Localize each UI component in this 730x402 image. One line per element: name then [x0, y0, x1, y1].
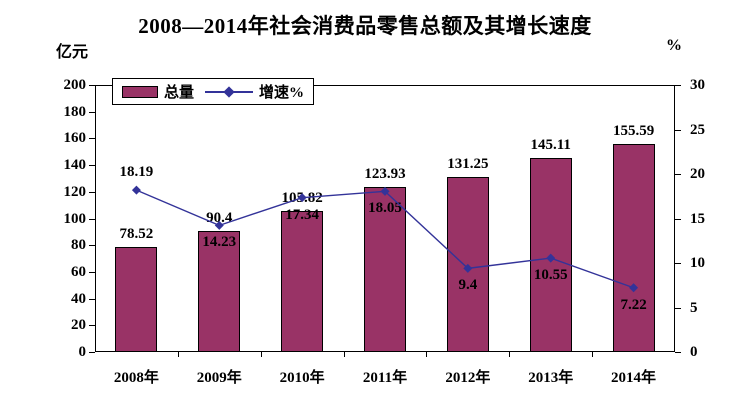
x-axis-tickmark	[426, 352, 428, 357]
bar	[529, 158, 572, 352]
bar-value-label: 78.52	[119, 226, 154, 243]
bar-value-label: 155.59	[612, 123, 655, 140]
legend-label: 总量	[164, 85, 195, 101]
left-axis-tickmark	[89, 138, 95, 140]
legend-bar-swatch	[122, 85, 158, 98]
right-axis-tick-label: 25	[690, 121, 705, 138]
legend-line-swatch	[205, 85, 254, 98]
left-axis-tickmark	[89, 111, 95, 113]
x-axis-tickmark	[260, 352, 262, 357]
x-axis-label: 2011年	[362, 370, 408, 386]
x-axis-tickmark	[509, 352, 511, 357]
bar	[115, 247, 158, 352]
left-axis-tickmark	[89, 85, 95, 86]
left-axis-tickmark	[89, 271, 95, 273]
left-axis-tickmark	[89, 191, 95, 193]
x-axis-label: 2014年	[611, 370, 657, 386]
x-axis-tickmark	[177, 352, 179, 357]
right-axis-tickmark	[675, 307, 681, 309]
x-axis-label: 2010年	[279, 370, 325, 386]
right-axis-tickmark	[675, 85, 681, 86]
left-axis-tick-label: 100	[63, 210, 87, 227]
x-axis-label: 2013年	[528, 370, 574, 386]
right-axis-tickmark	[675, 174, 681, 175]
bar-value-label: 145.11	[530, 137, 571, 154]
bar-value-label: 123.93	[364, 165, 406, 182]
left-axis-tickmark	[89, 325, 95, 327]
bar-value-label: 105.82	[281, 189, 323, 206]
right-axis-tick-label: 15	[690, 210, 705, 227]
legend-label: 增速%	[259, 85, 305, 101]
right-axis-tickmark	[675, 352, 681, 353]
line-point-label: 14.23	[202, 234, 237, 251]
x-axis-label: 2012年	[445, 370, 491, 386]
left-axis-tick-label: 80	[71, 237, 86, 254]
line-point-label: 9.4	[458, 277, 478, 294]
left-axis-tick-label: 200	[63, 77, 87, 93]
right-axis-tick-label: 30	[690, 77, 705, 93]
right-axis-tick-label: 20	[690, 166, 705, 182]
chart-title: 2008—2014年社会消费品零售总额及其增长速度	[138, 14, 592, 38]
line-point-label: 18.19	[119, 164, 154, 181]
left-axis-tick-label: 40	[71, 290, 86, 307]
left-axis-tickmark	[89, 218, 95, 220]
right-axis-tickmark	[675, 129, 681, 131]
line-point-label: 18.05	[368, 200, 402, 217]
legend-item: 增速%	[205, 81, 304, 102]
right-axis-tick-label: 5	[690, 299, 698, 316]
right-axis-tick-label: 0	[690, 344, 698, 360]
x-axis-label: 2009年	[196, 370, 242, 386]
left-axis-tick-label: 20	[71, 317, 86, 334]
x-axis-label: 2008年	[113, 370, 159, 386]
left-axis-tick-label: 160	[63, 130, 87, 147]
left-axis-tickmark	[89, 165, 95, 167]
right-axis-tickmark	[675, 218, 681, 220]
x-axis-tickmark	[343, 352, 345, 357]
left-axis-tick-label: 120	[63, 183, 87, 200]
right-axis-unit-label: %	[666, 37, 682, 54]
left-axis-tick-label: 60	[71, 263, 86, 280]
bar-value-label: 90.4	[206, 210, 233, 227]
left-axis-tickmark	[89, 352, 95, 353]
legend-item: 总量	[122, 81, 194, 102]
left-axis-tick-label: 0	[78, 344, 87, 360]
bar-value-label: 131.25	[447, 155, 489, 172]
left-axis-tickmark	[89, 245, 95, 247]
right-axis-tickmark	[675, 263, 681, 264]
bar	[612, 144, 655, 352]
bar	[281, 210, 324, 352]
line-point-label: 7.22	[620, 296, 647, 313]
x-axis-tickmark	[592, 352, 594, 357]
legend: 总量 增速%	[112, 78, 315, 105]
line-point-label: 17.34	[285, 206, 320, 223]
left-axis-tick-label: 140	[63, 157, 87, 174]
left-axis-tick-label: 180	[63, 103, 87, 120]
left-axis-tickmark	[89, 298, 95, 300]
bar	[446, 176, 489, 352]
left-axis-unit-label: 亿元	[56, 44, 89, 61]
right-axis-tick-label: 10	[690, 255, 705, 271]
line-point-label: 10.55	[533, 267, 568, 284]
